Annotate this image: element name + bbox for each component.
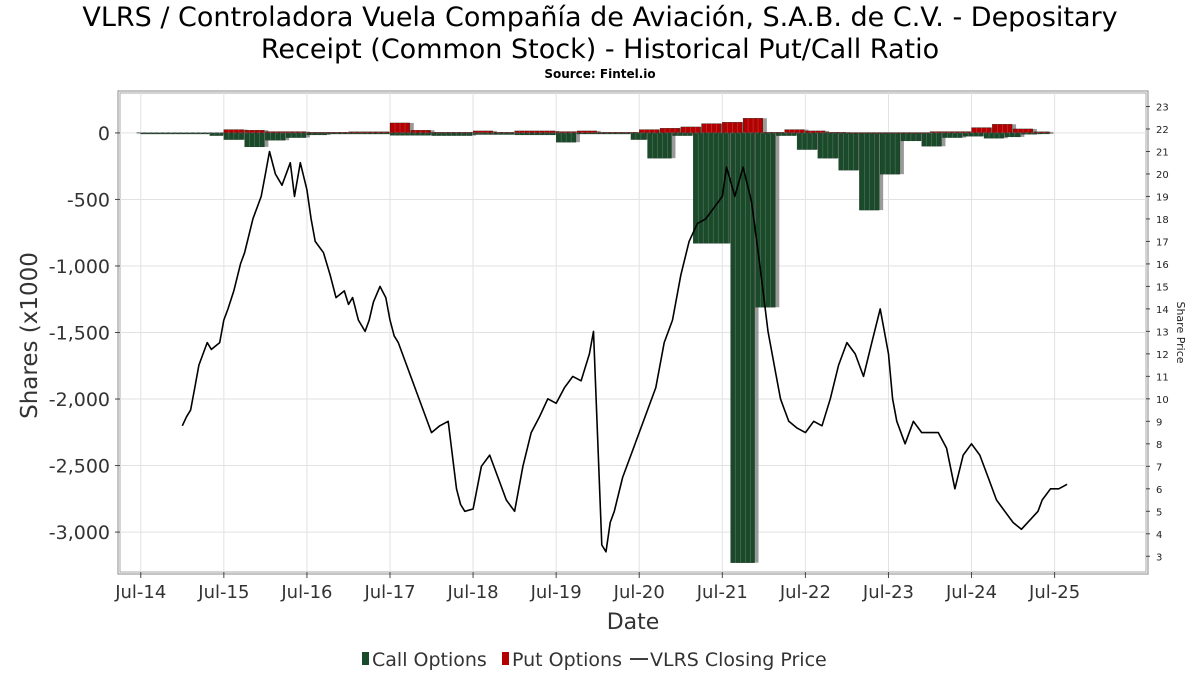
y2-tick-label: 16 — [1156, 260, 1169, 271]
x-tick-label: Jul-20 — [613, 582, 665, 603]
put-bar — [1012, 128, 1033, 134]
y2-tick-label: 19 — [1156, 192, 1169, 203]
put-bar — [472, 130, 493, 134]
chart-title-line-2: Receipt (Common Stock) - Historical Put/… — [260, 34, 940, 65]
y2-tick-label: 10 — [1156, 395, 1169, 406]
x-tick-label: Jul-24 — [945, 582, 997, 603]
y2-tick-label: 12 — [1156, 350, 1169, 361]
price-line — [181, 150, 1068, 553]
y2-tick-label: 4 — [1156, 530, 1162, 541]
x-tick-label: Jul-21 — [696, 582, 748, 603]
call-bar — [630, 132, 647, 140]
y2-tick-label: 15 — [1156, 282, 1169, 293]
legend-swatch-0 — [362, 652, 369, 665]
y-tick-label: -3,000 — [49, 522, 110, 544]
x-axis-title: Date — [607, 610, 660, 635]
y2-tick-label: 14 — [1156, 305, 1169, 316]
put-bar — [265, 131, 307, 134]
y2-tick-label: 8 — [1156, 440, 1162, 451]
call-bar — [1021, 132, 1038, 135]
put-bar — [1033, 131, 1050, 134]
y2-tick-label: 5 — [1156, 507, 1162, 518]
put-bar — [742, 118, 763, 134]
y2-tick-label: 23 — [1156, 102, 1169, 113]
put-bar — [348, 131, 390, 134]
x-tick-label: Jul-16 — [280, 582, 332, 603]
x-tick-label: Jul-22 — [779, 582, 831, 603]
x-tick-label: Jul-18 — [447, 582, 499, 603]
y2-tick-label: 3 — [1156, 552, 1162, 563]
put-bar — [389, 122, 410, 134]
chart-title-line-1: VLRS / Controladora Vuela Compañía de Av… — [82, 2, 1118, 33]
x-tick-label: Jul-14 — [114, 582, 166, 603]
y2-tick-label: 6 — [1156, 485, 1162, 496]
price-line-layer — [181, 150, 1068, 553]
call-bar — [1004, 132, 1021, 138]
y2-tick-label: 21 — [1156, 147, 1169, 158]
legend-swatch-1 — [502, 652, 509, 665]
y2-tick-label: 17 — [1156, 237, 1169, 248]
y-tick-label: 0 — [98, 123, 110, 145]
legend-label-1: Put Options — [512, 649, 622, 671]
chart-title: VLRS / Controladora Vuela Compañía de Av… — [0, 2, 1200, 66]
y2-axis-title: Share Price — [1174, 301, 1187, 363]
x-tick-label: Jul-17 — [363, 582, 415, 603]
axes: 0 -500 -1,000 -1,500 -2,000 -2,500 -3,000 Jul-1… — [17, 102, 1187, 635]
legend-label-0: Call Options — [372, 649, 487, 671]
put-bar — [971, 127, 992, 134]
y2-tick-label: 9 — [1156, 417, 1162, 428]
x-tick-label: Jul-25 — [1028, 582, 1080, 603]
chart-subtitle: Source: Fintel.io — [544, 67, 656, 81]
put-bar — [701, 123, 722, 134]
legend: Call Options Put Options VLRS Closing Pric… — [362, 649, 827, 671]
y2-tick-label: 13 — [1156, 327, 1169, 338]
y-tick-label: -2,500 — [49, 456, 110, 478]
y2-tick-label: 20 — [1156, 170, 1169, 181]
x-tick-label: Jul-19 — [530, 582, 582, 603]
y-tick-label: -2,000 — [49, 389, 110, 411]
y-tick-label: -1,500 — [49, 323, 110, 345]
y2-tick-label: 22 — [1156, 125, 1169, 136]
x-tick-label: Jul-23 — [862, 582, 914, 603]
put-bar — [659, 128, 680, 134]
y2-tick-label: 11 — [1156, 372, 1169, 383]
y2-tick-label: 18 — [1156, 215, 1169, 226]
y-tick-label: -500 — [67, 189, 110, 211]
y-tick-label: -1,000 — [49, 256, 110, 278]
legend-label-2: VLRS Closing Price — [650, 649, 827, 671]
y-axis-title: Shares (x1000 — [17, 252, 43, 419]
y2-tick-label: 7 — [1156, 462, 1162, 473]
call-bar — [647, 132, 672, 159]
x-tick-label: Jul-15 — [197, 582, 249, 603]
